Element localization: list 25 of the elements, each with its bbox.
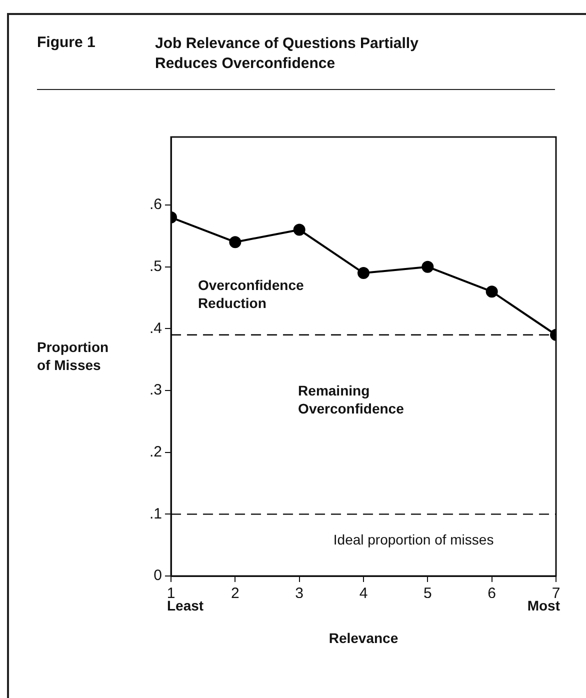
y-tick-label: .3	[149, 382, 162, 399]
text: Least	[167, 598, 204, 614]
y-tick-label: .5	[149, 258, 162, 275]
x-tick-label: 6	[488, 585, 496, 602]
y-tick-label: .6	[149, 196, 162, 214]
annotation: Ideal proportion of misses	[333, 532, 494, 548]
x-tick-label: 4	[359, 585, 368, 602]
y-tick-label: .1	[149, 505, 162, 522]
annotation: Remaining Overconfidence	[298, 382, 404, 416]
x-tick-label: 5	[423, 585, 432, 602]
x-tick-label: 3	[295, 585, 304, 602]
y-tick-label: .2	[149, 443, 162, 460]
point	[293, 224, 306, 236]
y-tick-label: 0	[154, 567, 162, 584]
caption: Figure 1	[37, 34, 96, 51]
x-axis-title: Relevance	[328, 630, 400, 646]
chart-title: Job Relevance of Questions Partially Reduces Overconfidence	[155, 34, 420, 74]
x-tick-label: 2	[230, 585, 240, 602]
point	[422, 260, 434, 273]
y-tick-label: .4	[149, 320, 162, 337]
point	[229, 236, 242, 248]
point	[486, 286, 498, 298]
point	[358, 267, 370, 280]
annotation: Overconfidence Reduction	[198, 276, 304, 311]
y-axis-title: Proportion of Misses	[37, 338, 110, 374]
